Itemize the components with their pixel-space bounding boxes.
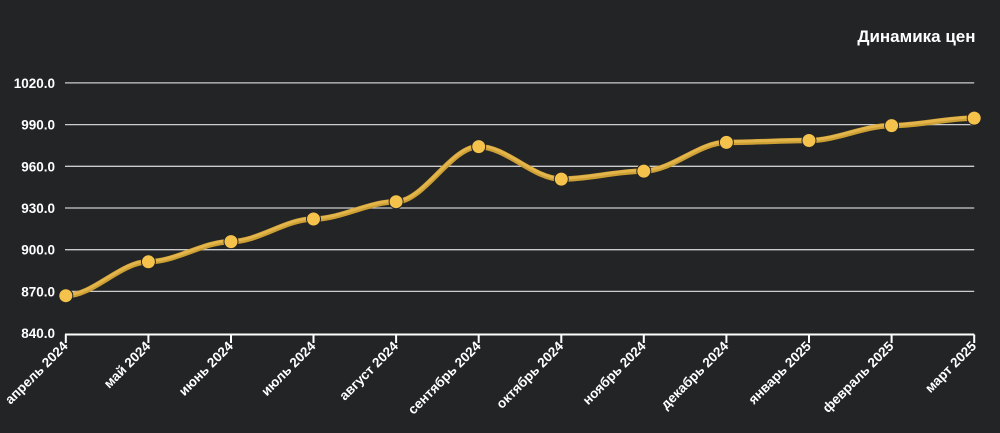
- svg-text:990.0: 990.0: [21, 118, 55, 133]
- svg-text:840.0: 840.0: [21, 326, 55, 341]
- svg-text:930.0: 930.0: [21, 201, 55, 216]
- svg-text:900.0: 900.0: [21, 243, 55, 258]
- svg-text:960.0: 960.0: [21, 159, 55, 174]
- svg-text:870.0: 870.0: [21, 284, 55, 299]
- svg-text:1020.0: 1020.0: [14, 76, 55, 91]
- svg-text:Динамика цен: Динамика цен: [857, 27, 975, 46]
